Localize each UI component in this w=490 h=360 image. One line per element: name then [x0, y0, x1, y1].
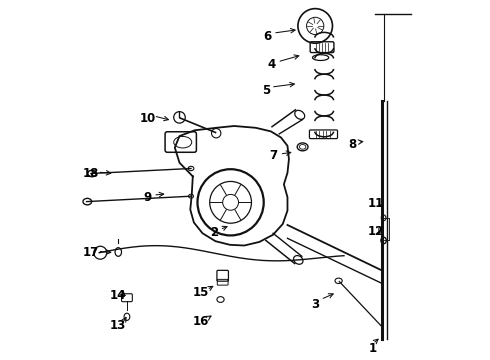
- Text: 7: 7: [270, 149, 278, 162]
- Text: 3: 3: [311, 298, 319, 311]
- Text: 10: 10: [140, 112, 156, 125]
- Text: 17: 17: [83, 246, 99, 259]
- Text: 4: 4: [268, 58, 276, 71]
- Text: 6: 6: [263, 30, 271, 42]
- Text: 8: 8: [348, 138, 356, 151]
- Text: 13: 13: [110, 319, 126, 332]
- Text: 2: 2: [210, 226, 219, 239]
- Text: 5: 5: [262, 84, 270, 97]
- Text: 15: 15: [193, 286, 209, 299]
- Text: 16: 16: [193, 315, 209, 328]
- Text: 12: 12: [367, 225, 384, 238]
- Text: 11: 11: [367, 197, 384, 210]
- Text: 1: 1: [369, 342, 377, 355]
- Text: 14: 14: [110, 289, 126, 302]
- Text: 18: 18: [83, 167, 99, 180]
- Text: 9: 9: [143, 191, 151, 204]
